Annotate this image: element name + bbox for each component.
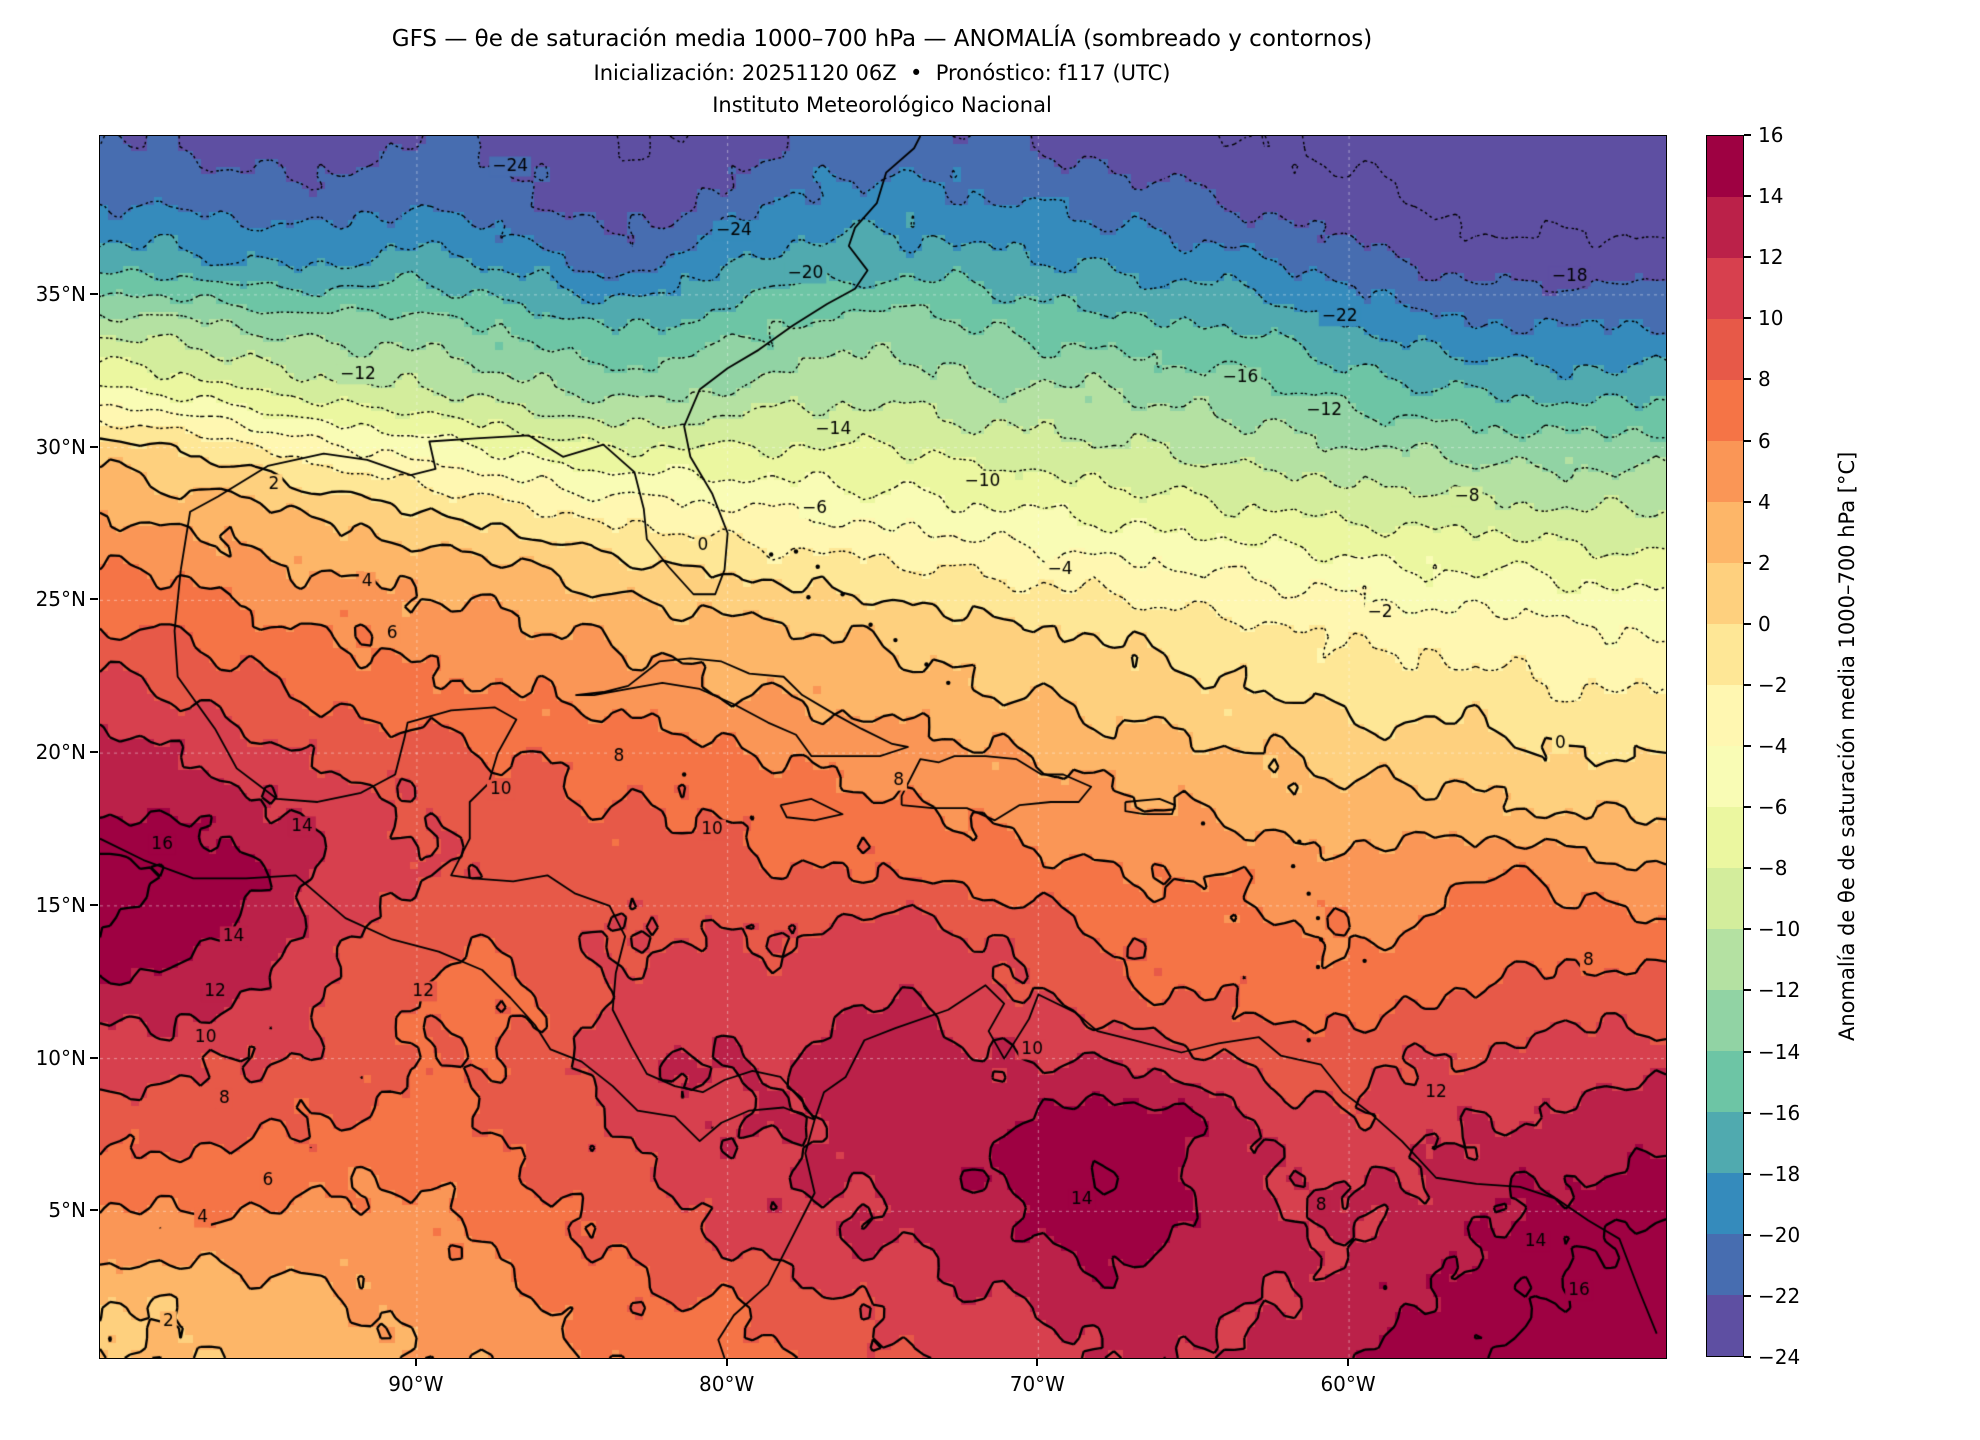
colorbar-tick-mark bbox=[1744, 989, 1751, 992]
colorbar-swatch bbox=[1707, 1051, 1743, 1112]
colorbar-tick-mark bbox=[1744, 928, 1751, 931]
colorbar-tick-mark bbox=[1744, 134, 1751, 136]
x-tick-label: 80°W bbox=[699, 1372, 755, 1396]
colorbar-tick-label: 4 bbox=[1758, 489, 1771, 514]
y-tick-label: 25°N bbox=[35, 587, 86, 612]
colorbar-tick-mark bbox=[1744, 256, 1751, 259]
colorbar-swatch bbox=[1707, 624, 1743, 685]
colorbar-tick-mark bbox=[1744, 1294, 1751, 1297]
colorbar-tick-label: −2 bbox=[1758, 672, 1788, 697]
colorbar-tick-label: −16 bbox=[1758, 1100, 1801, 1125]
chart-title: GFS — θe de saturación media 1000–700 hP… bbox=[391, 26, 1373, 52]
colorbar-tick-mark bbox=[1744, 1172, 1751, 1175]
colorbar-swatch bbox=[1707, 990, 1743, 1051]
colorbar-tick-label: −24 bbox=[1758, 1345, 1801, 1369]
map-plot-area bbox=[99, 135, 1667, 1359]
colorbar-tick-label: 16 bbox=[1758, 123, 1784, 147]
colorbar-tick-mark bbox=[1744, 1111, 1751, 1114]
colorbar-tick-mark bbox=[1744, 561, 1751, 564]
colorbar-tick-label: −22 bbox=[1758, 1283, 1801, 1308]
colorbar bbox=[1706, 135, 1744, 1357]
colorbar-tick-label: −12 bbox=[1758, 978, 1801, 1003]
colorbar-tick-label: 10 bbox=[1758, 306, 1784, 331]
colorbar-swatch bbox=[1707, 197, 1743, 258]
colorbar-swatch bbox=[1707, 502, 1743, 563]
y-tick-label: 30°N bbox=[35, 434, 86, 459]
colorbar-swatch bbox=[1707, 258, 1743, 319]
colorbar-tick-label: 8 bbox=[1758, 367, 1771, 392]
x-tick-mark bbox=[1036, 1358, 1039, 1366]
colorbar-tick-label: 0 bbox=[1758, 611, 1771, 636]
y-tick-mark bbox=[90, 445, 98, 448]
colorbar-tick-mark bbox=[1744, 1233, 1751, 1236]
colorbar-tick-mark bbox=[1744, 378, 1751, 381]
colorbar-tick-mark bbox=[1744, 745, 1751, 747]
colorbar-tick-label: −14 bbox=[1758, 1039, 1801, 1064]
colorbar-swatch bbox=[1707, 136, 1743, 197]
colorbar-swatch bbox=[1707, 441, 1743, 502]
colorbar-swatch bbox=[1707, 929, 1743, 990]
colorbar-tick-mark bbox=[1744, 500, 1751, 503]
colorbar-swatch bbox=[1707, 380, 1743, 441]
colorbar-swatch bbox=[1707, 1295, 1743, 1356]
colorbar-tick-label: 2 bbox=[1758, 550, 1771, 575]
colorbar-swatch bbox=[1707, 563, 1743, 624]
x-tick-label: 90°W bbox=[388, 1372, 444, 1396]
x-tick-mark bbox=[725, 1358, 728, 1366]
x-tick-label: 60°W bbox=[1320, 1372, 1376, 1396]
colorbar-tick-mark bbox=[1744, 622, 1751, 625]
colorbar-tick-label: 12 bbox=[1758, 245, 1784, 270]
y-tick-label: 35°N bbox=[35, 281, 86, 306]
colorbar-tick-mark bbox=[1744, 1356, 1751, 1358]
colorbar-tick-mark bbox=[1744, 439, 1751, 442]
colorbar-tick-mark bbox=[1744, 683, 1751, 686]
x-tick-mark bbox=[1347, 1358, 1350, 1366]
y-tick-mark bbox=[90, 598, 98, 601]
chart-credit: Instituto Meteorológico Nacional bbox=[712, 93, 1052, 117]
colorbar-tick-mark bbox=[1744, 1050, 1751, 1053]
colorbar-swatch bbox=[1707, 685, 1743, 746]
colorbar-tick-label: −4 bbox=[1758, 734, 1788, 758]
y-tick-mark bbox=[90, 1209, 98, 1212]
y-tick-label: 20°N bbox=[35, 740, 86, 765]
colorbar-tick-mark bbox=[1744, 867, 1751, 870]
y-tick-label: 5°N bbox=[48, 1198, 86, 1223]
colorbar-tick-mark bbox=[1744, 195, 1751, 198]
x-tick-mark bbox=[414, 1358, 417, 1366]
chart-subtitle: Inicialización: 20251120 06Z • Pronóstic… bbox=[593, 61, 1171, 85]
colorbar-tick-mark bbox=[1744, 317, 1751, 320]
colorbar-swatch bbox=[1707, 1234, 1743, 1295]
colorbar-swatch bbox=[1707, 319, 1743, 380]
colorbar-tick-label: 6 bbox=[1758, 428, 1771, 453]
colorbar-swatch bbox=[1707, 807, 1743, 868]
colorbar-tick-label: 14 bbox=[1758, 184, 1784, 209]
y-tick-label: 15°N bbox=[35, 892, 86, 917]
colorbar-swatch bbox=[1707, 1173, 1743, 1234]
colorbar-swatch bbox=[1707, 868, 1743, 929]
y-tick-mark bbox=[90, 292, 98, 295]
colorbar-tick-label: −8 bbox=[1758, 856, 1788, 881]
colorbar-label: Anomalía de θe de saturación media 1000–… bbox=[1835, 451, 1859, 1041]
colorbar-tick-label: −6 bbox=[1758, 795, 1788, 820]
colorbar-tick-mark bbox=[1744, 806, 1751, 809]
y-tick-label: 10°N bbox=[35, 1045, 86, 1070]
colorbar-swatch bbox=[1707, 1112, 1743, 1173]
y-tick-mark bbox=[90, 1056, 98, 1059]
colorbar-tick-label: −18 bbox=[1758, 1161, 1801, 1186]
colorbar-swatch bbox=[1707, 746, 1743, 807]
colorbar-tick-label: −20 bbox=[1758, 1222, 1801, 1247]
y-tick-mark bbox=[90, 751, 98, 754]
map-canvas bbox=[100, 136, 1666, 1358]
x-tick-label: 70°W bbox=[1009, 1372, 1065, 1396]
colorbar-tick-label: −10 bbox=[1758, 917, 1801, 942]
y-tick-mark bbox=[90, 903, 98, 906]
